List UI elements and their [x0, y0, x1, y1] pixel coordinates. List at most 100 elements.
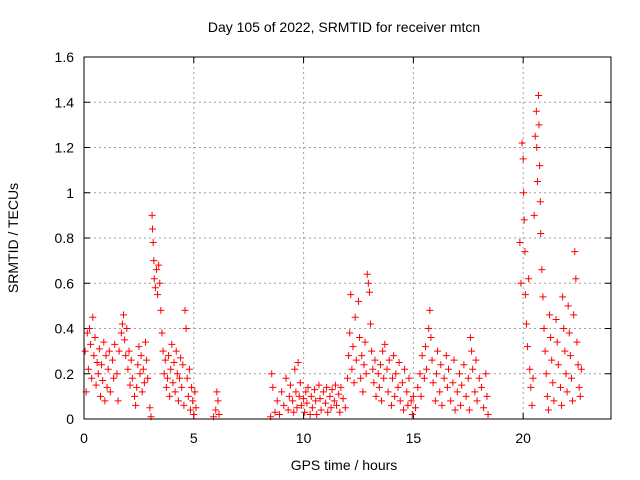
data-point [173, 370, 181, 378]
data-point [138, 388, 146, 396]
data-point [553, 338, 561, 346]
data-point [404, 401, 412, 409]
data-point [295, 392, 303, 400]
data-point [134, 361, 142, 369]
data-point [339, 395, 347, 403]
data-point [421, 343, 429, 351]
data-point [291, 365, 299, 373]
data-point [161, 356, 169, 364]
data-point [102, 352, 110, 360]
data-point [182, 325, 190, 332]
data-point [577, 365, 585, 373]
data-point [133, 383, 141, 391]
data-point [168, 340, 176, 348]
data-point [460, 361, 468, 369]
data-point [126, 381, 134, 389]
data-point [540, 325, 548, 332]
data-point [558, 401, 566, 409]
data-point [106, 388, 114, 396]
data-point [458, 381, 466, 389]
data-point [275, 410, 283, 418]
data-point [163, 374, 171, 382]
data-point [354, 297, 362, 305]
data-point [575, 383, 583, 391]
data-point [152, 266, 160, 274]
data-point [289, 397, 297, 405]
data-point [480, 404, 488, 412]
data-point [156, 279, 164, 287]
data-point [356, 334, 364, 342]
data-point [151, 284, 159, 292]
data-point [548, 356, 556, 364]
data-point [323, 383, 331, 391]
data-point [297, 401, 305, 409]
data-point [434, 347, 442, 355]
data-point [403, 388, 411, 396]
data-point [159, 347, 167, 355]
data-point [536, 198, 544, 206]
data-point [420, 374, 428, 382]
data-point [532, 107, 540, 115]
chart-title: Day 105 of 2022, SRMTID for receiver mtc… [208, 19, 480, 35]
data-point [88, 374, 96, 382]
data-point [308, 404, 316, 412]
data-point [521, 248, 529, 256]
data-point [293, 404, 301, 412]
data-point [370, 379, 378, 387]
data-point [212, 406, 220, 414]
data-point [543, 392, 551, 400]
data-point [190, 410, 198, 418]
data-point [438, 401, 446, 409]
data-point [285, 392, 293, 400]
data-point [445, 365, 453, 373]
data-point [546, 311, 554, 319]
data-point [521, 291, 529, 299]
data-point [566, 352, 574, 360]
data-point [174, 397, 182, 405]
data-point [527, 383, 535, 391]
data-point [524, 343, 532, 351]
y-tick-label: 1.6 [55, 49, 75, 65]
y-tick-label: 0.4 [55, 321, 75, 337]
data-point [563, 388, 571, 396]
data-point [401, 365, 409, 373]
data-point [380, 374, 388, 382]
data-point [465, 406, 473, 414]
data-point [191, 388, 199, 396]
data-point [136, 370, 144, 378]
data-point [432, 370, 440, 378]
axis-ticks: 0 0.2 0.4 0.6 0.8 1 1.2 1.4 1.6 0 5 10 15 20 [55, 49, 611, 446]
data-point [93, 358, 101, 366]
data-point [381, 340, 389, 348]
data-point [313, 410, 321, 418]
data-point [387, 401, 395, 409]
data-points [81, 91, 585, 421]
data-point [385, 356, 393, 364]
data-point [390, 352, 398, 360]
data-point [396, 397, 404, 405]
x-tick-label: 20 [515, 430, 531, 446]
data-point [105, 347, 113, 355]
y-axis-label: SRMTID / TECUs [5, 183, 21, 293]
data-point [375, 383, 383, 391]
data-point [550, 397, 558, 405]
data-point [477, 383, 485, 391]
data-point [536, 162, 544, 170]
y-tick-label: 0 [66, 411, 74, 427]
y-tick-label: 0.6 [55, 275, 75, 291]
data-point [181, 306, 189, 314]
data-point [120, 311, 128, 319]
data-point [367, 320, 375, 328]
data-point [544, 406, 552, 414]
data-point [394, 383, 402, 391]
data-point [302, 388, 310, 396]
data-point [428, 356, 436, 364]
y-tick-label: 0.2 [55, 366, 75, 382]
data-point [368, 347, 376, 355]
data-point [529, 374, 537, 382]
data-point [90, 352, 98, 360]
data-point [319, 388, 327, 396]
data-point [530, 211, 538, 219]
data-point [405, 374, 413, 382]
data-point [473, 397, 481, 405]
